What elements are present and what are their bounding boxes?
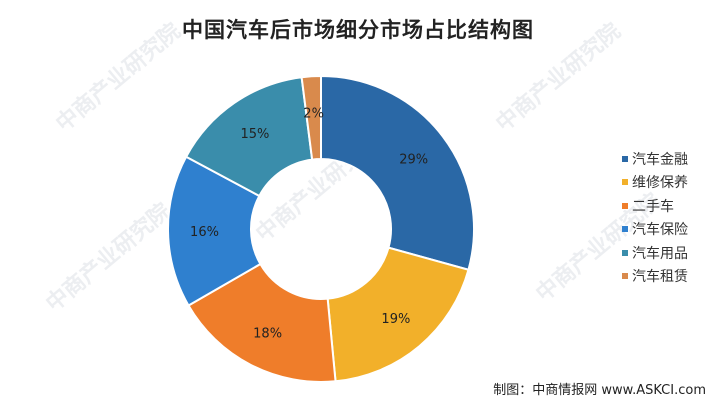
legend-item: 二手车 <box>622 194 688 218</box>
data-label: 15% <box>240 127 269 142</box>
legend-swatch <box>622 226 628 233</box>
legend-item: 汽车用品 <box>622 241 688 265</box>
slice-0 <box>320 74 475 272</box>
legend-label: 维修保养 <box>632 175 688 192</box>
chart-title: 中国汽车后市场细分市场占比结构图 <box>182 18 534 42</box>
legend-label: 汽车租赁 <box>632 269 688 286</box>
data-label: 16% <box>190 225 219 240</box>
legend-label: 二手车 <box>632 198 674 215</box>
slice-2 <box>187 262 337 383</box>
legend-swatch <box>622 202 628 209</box>
legend-swatch <box>622 179 628 186</box>
slice-5 <box>300 74 322 161</box>
data-label: 19% <box>381 312 410 327</box>
legend-label: 汽车金融 <box>632 151 688 168</box>
legend: 汽车金融维修保养二手车汽车保险汽车用品汽车租赁 <box>622 147 688 288</box>
legend-item: 汽车保险 <box>622 218 688 242</box>
legend-item: 汽车金融 <box>622 147 688 171</box>
legend-swatch <box>622 273 628 280</box>
data-label: 2% <box>303 107 324 122</box>
slice-1 <box>326 246 470 383</box>
legend-item: 汽车租赁 <box>622 265 688 289</box>
data-label: 29% <box>399 152 428 167</box>
legend-item: 维修保养 <box>622 171 688 195</box>
slice-3 <box>167 155 262 307</box>
legend-label: 汽车用品 <box>632 245 688 262</box>
legend-swatch <box>622 155 628 162</box>
legend-swatch <box>622 249 628 256</box>
source-note: 制图：中商情报网 www.ASKCI.com <box>493 383 706 398</box>
slice-4 <box>184 76 314 198</box>
legend-label: 汽车保险 <box>632 222 688 239</box>
data-label: 18% <box>253 327 282 342</box>
